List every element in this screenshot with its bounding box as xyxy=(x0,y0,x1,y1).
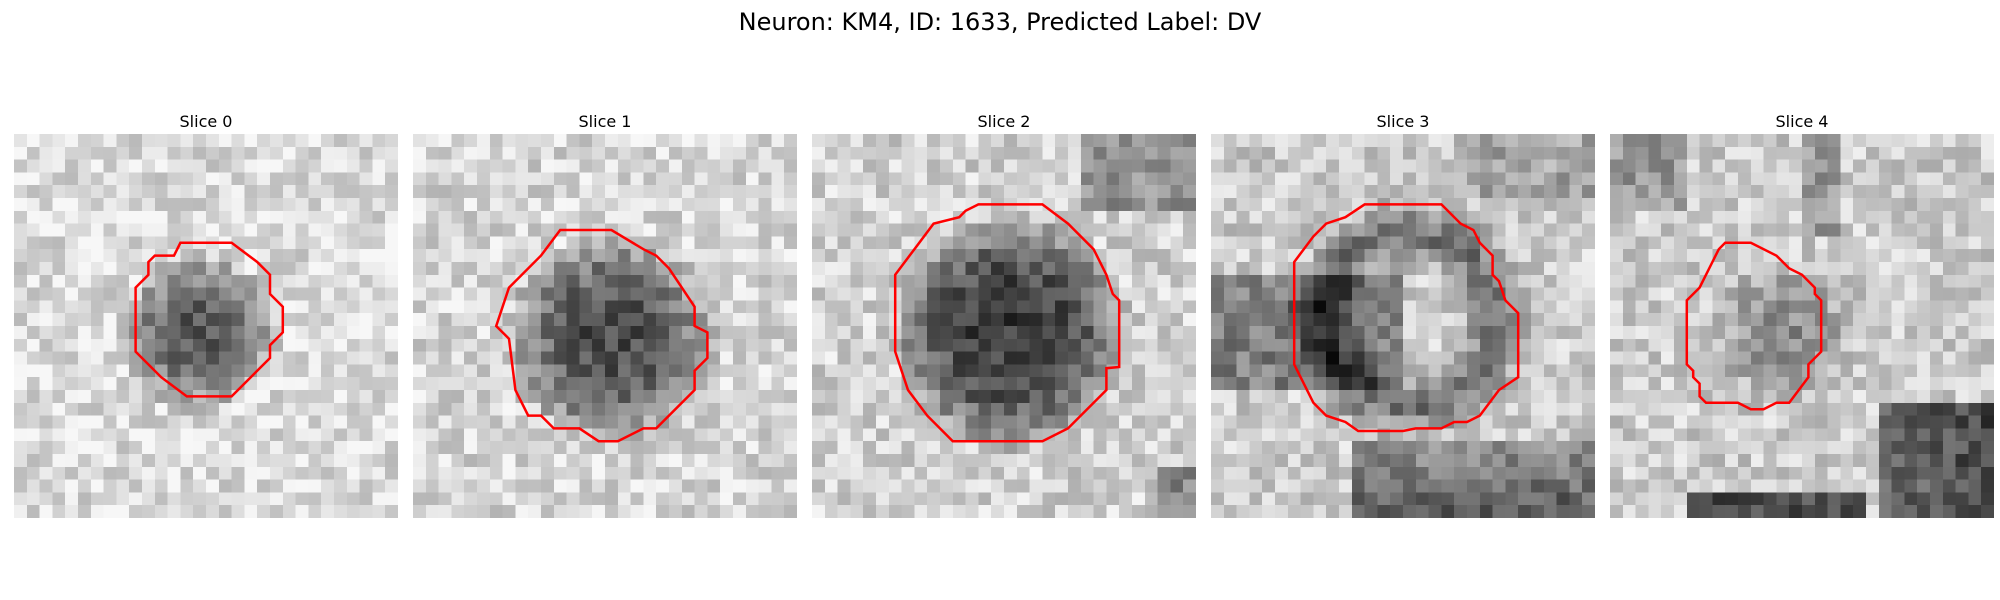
slice-image xyxy=(1211,134,1595,518)
slice-title: Slice 1 xyxy=(578,112,632,131)
slice-panel-0: Slice 0 xyxy=(14,112,398,518)
slice-panel-2: Slice 2 xyxy=(812,112,1196,518)
grayscale-microscopy-image xyxy=(1211,134,1595,518)
neuron-contour xyxy=(134,241,285,398)
slice-image xyxy=(1610,134,1994,518)
grayscale-microscopy-image xyxy=(812,134,1196,518)
grayscale-microscopy-image xyxy=(413,134,797,518)
slice-panel-1: Slice 1 xyxy=(413,112,797,518)
neuron-contour xyxy=(1685,241,1823,411)
slice-title: Slice 4 xyxy=(1775,112,1829,131)
neuron-contour xyxy=(893,203,1121,443)
neuron-contour xyxy=(494,228,709,443)
slice-image xyxy=(812,134,1196,518)
neuron-contour xyxy=(1292,203,1520,433)
grayscale-microscopy-image xyxy=(14,134,398,518)
grayscale-microscopy-image xyxy=(1610,134,1994,518)
figure-title: Neuron: KM4, ID: 1633, Predicted Label: … xyxy=(738,8,1262,36)
slice-title: Slice 0 xyxy=(179,112,233,131)
slice-panel-3: Slice 3 xyxy=(1211,112,1595,518)
slice-panel-4: Slice 4 xyxy=(1610,112,1994,518)
slice-image xyxy=(14,134,398,518)
slice-title: Slice 2 xyxy=(977,112,1031,131)
slice-title: Slice 3 xyxy=(1376,112,1430,131)
slice-image xyxy=(413,134,797,518)
